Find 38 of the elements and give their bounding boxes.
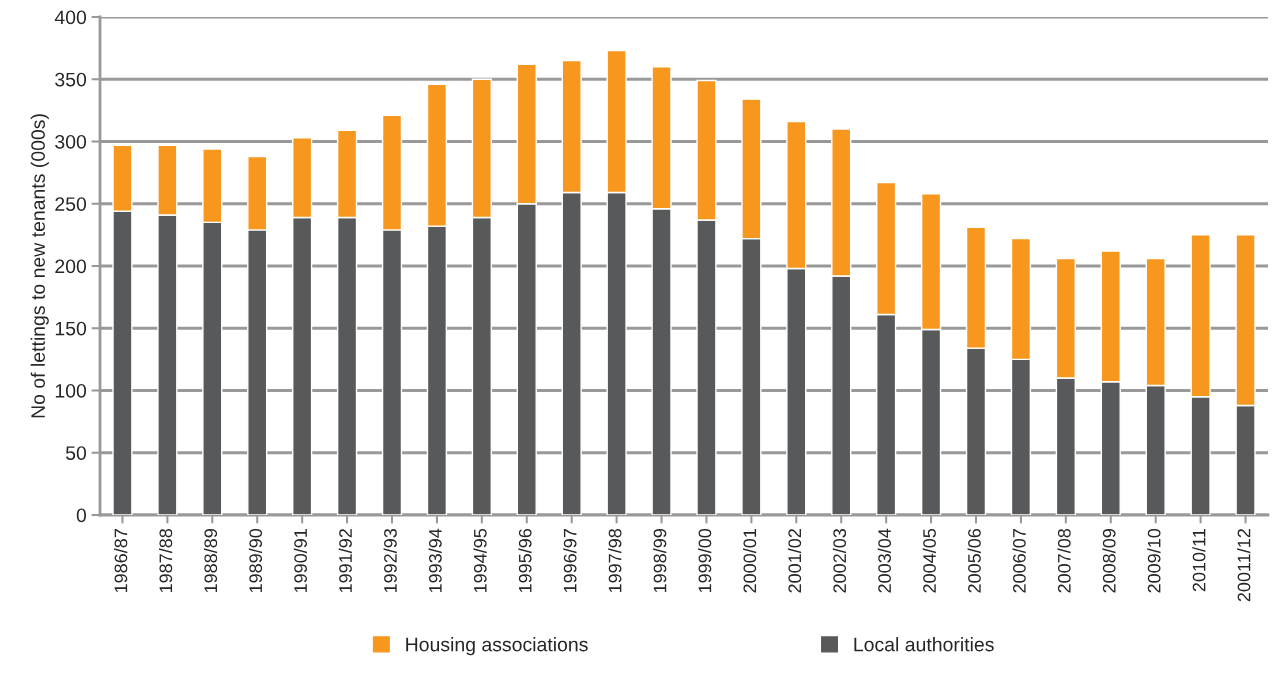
- y-tick-label: 250: [55, 197, 87, 211]
- x-tick-label: 1995/96: [518, 528, 532, 593]
- legend-label: Local authorities: [854, 637, 994, 652]
- y-tick-label: 200: [55, 259, 87, 274]
- y-tick-label: 300: [55, 134, 87, 149]
- x-tick-label: 2007/08: [1057, 528, 1071, 593]
- x-tick-label: 2002/03: [832, 528, 847, 593]
- x-tick-label: 2006/07: [1012, 529, 1026, 593]
- x-tick-label: 1989/90: [248, 528, 263, 593]
- x-tick-label: 1997/98: [608, 528, 622, 593]
- x-tick-label: 1998/99: [653, 529, 667, 593]
- y-tick-label: 400: [54, 10, 87, 25]
- x-tick-label: 1996/97: [563, 529, 577, 593]
- x-tick-label: 2004/05: [922, 528, 936, 593]
- x-tick-label: 2008/09: [1102, 529, 1116, 593]
- y-tick-label: 0: [76, 508, 87, 523]
- x-tick-label: 1991/92: [338, 529, 352, 593]
- x-tick-label: 2010/11: [1192, 529, 1206, 592]
- x-tick-label: 1987/88: [158, 528, 173, 593]
- x-tick-label: 1993/94: [428, 528, 442, 593]
- x-tick-label: 1999/00: [698, 528, 712, 593]
- x-tick-label: 1988/89: [203, 529, 218, 593]
- x-tick-label: 20011/12: [1237, 529, 1251, 602]
- x-tick-label: 1986/87: [114, 529, 128, 593]
- y-axis-title: No of lettings to new tenants (000s): [30, 114, 49, 418]
- legend-label: Housing associations: [406, 637, 588, 656]
- x-tick-label: 2009/10: [1147, 528, 1161, 593]
- x-tick-label: 2001/02: [787, 529, 802, 593]
- x-tick-label: 2000/01: [742, 529, 757, 593]
- x-tick-label: 2003/04: [877, 528, 891, 593]
- x-tick-label: 2005/06: [967, 528, 981, 593]
- x-tick-label: 1994/95: [473, 528, 487, 593]
- y-tick-label: 350: [55, 72, 87, 87]
- y-tick-label: 150: [55, 321, 87, 336]
- y-tick-label: 50: [65, 446, 87, 460]
- x-tick-label: 1992/93: [383, 528, 397, 593]
- x-tick-label: 1990/91: [293, 529, 307, 593]
- y-tick-label: 100: [55, 383, 87, 398]
